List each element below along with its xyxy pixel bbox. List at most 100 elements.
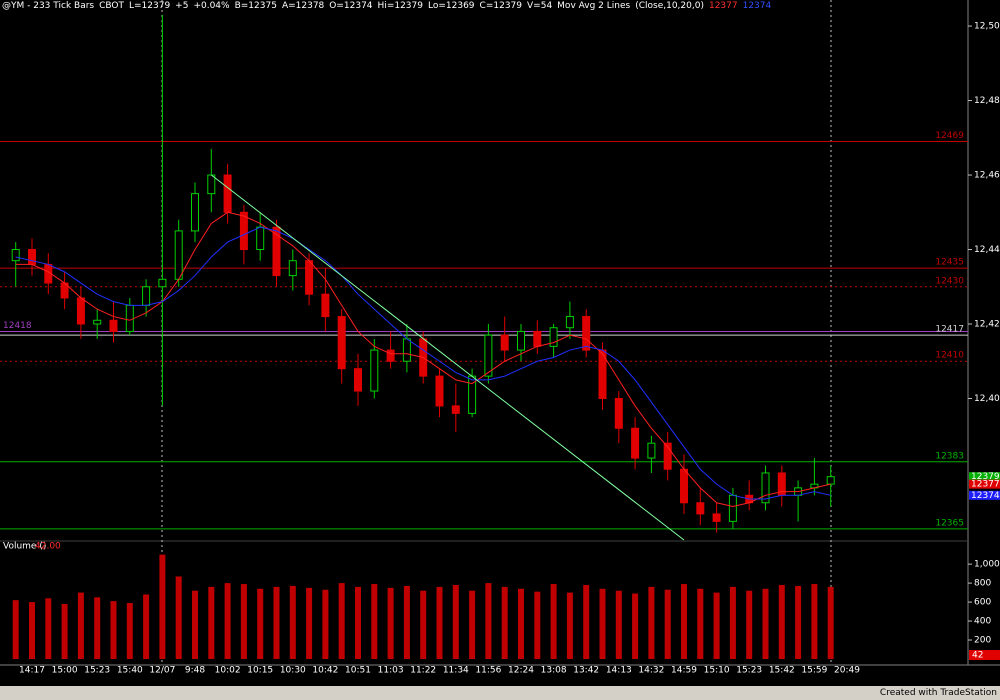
- y-tick-label: 12,420: [974, 320, 1000, 330]
- candle-body: [109, 319, 118, 332]
- candle-body: [761, 472, 770, 504]
- candle-body: [11, 249, 20, 262]
- candle-body: [207, 174, 216, 195]
- volume-bar: [811, 584, 818, 659]
- y-tick-label: 12,400: [974, 394, 1000, 404]
- y-tick-label: 12,480: [974, 96, 1000, 106]
- x-tick-label: 10:42: [312, 666, 338, 676]
- volume-bar: [566, 592, 573, 659]
- candle-body: [549, 327, 558, 347]
- x-tick-label: 15:23: [84, 666, 110, 676]
- volume-bar: [322, 589, 329, 659]
- level-label: 12410: [935, 351, 964, 361]
- x-tick-label: 20:49: [834, 666, 860, 676]
- volume-bar: [338, 583, 345, 659]
- volume-bar: [175, 576, 182, 659]
- header-item: B=12375: [234, 1, 277, 11]
- price-marker-box: [969, 472, 1000, 482]
- volume-bar: [387, 587, 394, 659]
- candle-body: [647, 442, 656, 459]
- volume-bar: [534, 591, 541, 659]
- volume-bar: [436, 586, 443, 659]
- volume-bar: [403, 585, 410, 659]
- volume-bar: [795, 585, 802, 659]
- x-tick-label: 15:40: [117, 666, 143, 676]
- volume-bar: [681, 584, 687, 659]
- candle-body: [142, 286, 151, 306]
- x-tick-label: 14:59: [671, 666, 697, 676]
- volume-bar: [126, 603, 133, 659]
- x-tick-label: 10:15: [247, 666, 273, 676]
- level-label: 12430: [935, 276, 964, 286]
- level-label: 12383: [935, 451, 964, 461]
- candle-body: [191, 193, 199, 232]
- candle-body: [223, 174, 232, 213]
- volume-bar: [648, 586, 655, 659]
- candle-body: [158, 278, 167, 288]
- volume-bar: [273, 586, 280, 659]
- volume-bar: [550, 584, 557, 659]
- x-tick-label: 12/07: [149, 666, 175, 676]
- candle-body: [533, 330, 542, 347]
- candle-body: [614, 397, 623, 429]
- volume-bar: [452, 585, 459, 659]
- volume-bar: [29, 602, 35, 659]
- volume-bar: [208, 586, 215, 659]
- volume-bar: [420, 590, 427, 659]
- volume-bar: [159, 554, 166, 659]
- candle-body: [712, 513, 721, 522]
- volume-bar: [306, 587, 313, 659]
- volume-bar: [110, 601, 117, 659]
- candle-body: [256, 226, 265, 251]
- volume-bar: [12, 600, 19, 659]
- x-tick-label: 10:02: [215, 666, 241, 676]
- footer-text: Created with TradeStation: [879, 688, 997, 698]
- volume-tick-label: 400: [974, 617, 991, 627]
- volume-bar: [469, 590, 476, 659]
- x-tick-label: 14:13: [606, 666, 632, 676]
- volume-bar: [762, 588, 769, 659]
- volume-tick-label: 1,000: [974, 560, 1000, 570]
- x-tick-label: 12:24: [508, 666, 534, 676]
- candle-body: [288, 260, 297, 277]
- candle-body: [565, 316, 574, 329]
- header-item: 12374: [742, 1, 772, 11]
- volume-bar: [599, 588, 606, 659]
- header: @YM - 233 Tick Bars CBOT L=12379 +5 +0.04% B=…: [2, 1, 771, 13]
- level-label: 12469: [935, 131, 964, 141]
- volume-bar: [518, 588, 524, 659]
- volume-marker-label: 42: [972, 651, 983, 661]
- header-item: O=12374: [329, 1, 373, 11]
- level-label: 12435: [935, 258, 964, 268]
- y-tick-label: 12,460: [974, 171, 1000, 181]
- candle-body: [125, 304, 134, 332]
- volume-tick-label: 800: [974, 579, 991, 589]
- candle-body: [728, 494, 737, 522]
- volume-bar: [289, 585, 296, 659]
- volume-bar: [827, 586, 834, 659]
- x-tick-label: 15:23: [736, 666, 762, 676]
- y-tick-label: 12,440: [974, 245, 1000, 255]
- x-tick-label: 9:48: [185, 666, 205, 676]
- volume-bar: [729, 586, 736, 659]
- volume-bar: [697, 588, 704, 659]
- level-label: 12418: [3, 321, 32, 331]
- volume-marker-box: [969, 650, 1000, 661]
- candle-body: [386, 349, 395, 362]
- header-item: Mov Avg 2 Lines: [557, 1, 631, 11]
- candle-body: [517, 330, 525, 351]
- header-item: 12377: [708, 1, 738, 11]
- x-tick-label: 10:51: [345, 666, 371, 676]
- volume-bar: [61, 603, 68, 659]
- volume-bar: [45, 598, 52, 659]
- volume-bar: [143, 594, 150, 659]
- volume-bar: [583, 585, 590, 659]
- volume-bar: [240, 584, 247, 659]
- volume-title: Volume (): [3, 542, 46, 552]
- level-label: 12365: [935, 518, 964, 528]
- candle-body: [680, 468, 688, 504]
- volume-bar: [257, 588, 264, 659]
- volume-bar: [77, 592, 84, 659]
